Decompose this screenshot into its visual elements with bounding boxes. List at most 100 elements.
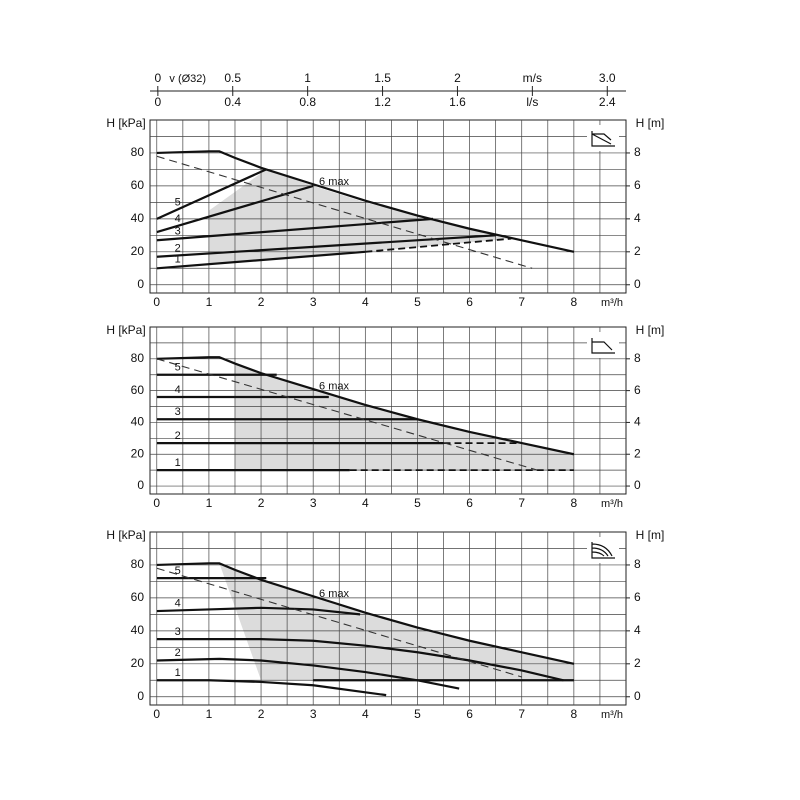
mode-icon	[587, 125, 619, 563]
pump-curve	[156, 250, 366, 270]
series-label: 3	[175, 226, 181, 238]
series-label: 4	[175, 597, 181, 609]
y2-tick-label: 8	[634, 351, 641, 365]
y-tick-label: 40	[131, 623, 145, 637]
x-tick-label: 3	[310, 707, 317, 721]
x-tick-label: 8	[571, 707, 578, 721]
y2-tick-label: 6	[634, 178, 641, 192]
x-tick-label: 5	[414, 707, 421, 721]
x-tick-label: 3	[310, 295, 317, 309]
y2-tick-label: 8	[634, 145, 641, 159]
x-tick-label: 0	[153, 496, 160, 510]
y-tick-label: 60	[131, 178, 145, 192]
pump-curve	[156, 234, 496, 258]
series-label: 2	[175, 430, 181, 442]
x-tick-label: 7	[518, 496, 525, 510]
series-label: 1	[175, 667, 181, 679]
y-axis-label: H [kPa]	[106, 116, 145, 130]
y-tick-label: 80	[131, 145, 145, 159]
x-tick-label: 2	[258, 707, 265, 721]
top-tick-label: 0.8	[299, 95, 316, 109]
y-tick-label: 80	[131, 351, 145, 365]
y-tick-label: 0	[137, 689, 144, 703]
x-tick-label: 7	[518, 295, 525, 309]
series-label: 1	[175, 457, 181, 469]
y2-axis-label: H [m]	[636, 528, 665, 542]
top-tick-label: 1.5	[374, 71, 391, 85]
top-tick-label: 0	[154, 71, 161, 85]
series-label: 3	[175, 626, 181, 638]
series-label: 2	[175, 242, 181, 254]
x-tick-label: 1	[206, 707, 213, 721]
pump-curve	[156, 184, 314, 234]
y2-tick-label: 6	[634, 383, 641, 397]
y-axis-label: H [kPa]	[106, 528, 145, 542]
y-tick-label: 20	[131, 244, 145, 258]
x-axis-label: m³/h	[601, 297, 623, 309]
series-label: 6 max	[319, 176, 349, 188]
y-tick-label: 20	[131, 446, 145, 460]
pump-curve	[156, 155, 533, 269]
x-tick-label: 1	[206, 496, 213, 510]
y-tick-label: 40	[131, 211, 145, 225]
x-tick-label: 5	[414, 496, 421, 510]
x-axis-label: m³/h	[601, 498, 623, 510]
top-tick-label: 0.4	[224, 95, 241, 109]
y2-tick-label: 4	[634, 415, 641, 429]
x-tick-label: 5	[414, 295, 421, 309]
top-tick-label: l/s	[526, 95, 538, 109]
series-label: 5	[175, 565, 181, 577]
series-label: 2	[175, 647, 181, 659]
pump-curve	[156, 567, 522, 678]
y-tick-label: 0	[137, 478, 144, 492]
pump-curve	[156, 217, 434, 242]
y2-axis-label: H [m]	[636, 116, 665, 130]
series-label: 6 max	[319, 588, 349, 600]
series-label: 4	[175, 384, 181, 396]
x-tick-label: 4	[362, 707, 369, 721]
top-tick-label: m/s	[523, 71, 542, 85]
y2-tick-label: 4	[634, 211, 641, 225]
series-label: 5	[175, 196, 181, 208]
y2-tick-label: 4	[634, 623, 641, 637]
series-label: 5	[175, 362, 181, 374]
y2-axis-label: H [m]	[636, 323, 665, 337]
x-tick-label: 2	[258, 295, 265, 309]
series-label: 3	[175, 406, 181, 418]
y-tick-label: 40	[131, 415, 145, 429]
top-tick-label: 1.2	[374, 95, 391, 109]
top-axis-label: v (Ø32)	[169, 73, 206, 85]
x-tick-label: 3	[310, 496, 317, 510]
y2-tick-label: 0	[634, 689, 641, 703]
x-tick-label: 6	[466, 707, 473, 721]
pump-curve	[156, 637, 564, 682]
x-tick-label: 6	[466, 295, 473, 309]
y-tick-label: 60	[131, 383, 145, 397]
x-tick-label: 7	[518, 707, 525, 721]
top-tick-label: 1	[304, 71, 311, 85]
y2-tick-label: 2	[634, 446, 641, 460]
top-tick-label: 0.5	[224, 71, 241, 85]
x-axis-label: m³/h	[601, 709, 623, 721]
y-axis-label: H [kPa]	[106, 323, 145, 337]
y-tick-label: 0	[137, 277, 144, 291]
x-tick-label: 6	[466, 496, 473, 510]
pump-curve	[156, 168, 267, 220]
pump-curve	[365, 237, 512, 253]
y2-tick-label: 2	[634, 656, 641, 670]
x-tick-label: 4	[362, 496, 369, 510]
y2-tick-label: 0	[634, 277, 641, 291]
top-tick-label: 3.0	[599, 71, 616, 85]
y-tick-label: 80	[131, 557, 145, 571]
x-tick-label: 8	[571, 295, 578, 309]
pump-curve	[156, 150, 575, 253]
y-tick-label: 20	[131, 656, 145, 670]
series-label: 6 max	[319, 380, 349, 392]
pump-curve	[156, 606, 361, 616]
x-tick-label: 1	[206, 295, 213, 309]
series-label: 4	[175, 213, 181, 225]
y2-tick-label: 6	[634, 590, 641, 604]
top-tick-label: 2.4	[599, 95, 616, 109]
x-tick-label: 2	[258, 496, 265, 510]
